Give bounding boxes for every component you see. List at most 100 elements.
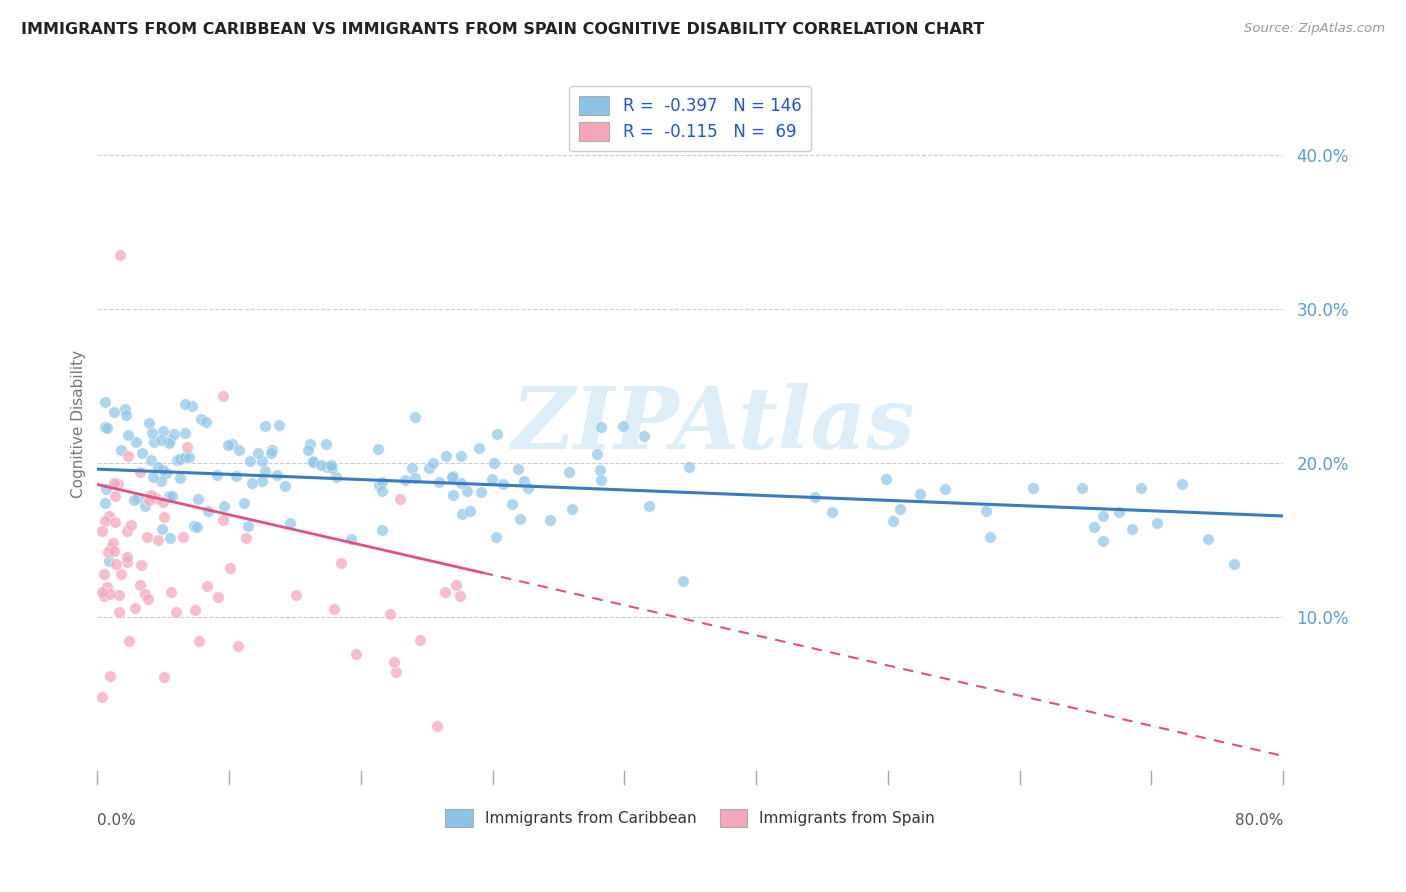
Point: [672, 574, 695, 588]
Point: [371, 475, 394, 489]
Point: [434, 449, 457, 463]
Point: [117, 450, 139, 464]
Point: [309, 458, 332, 472]
Point: [165, 605, 187, 619]
Point: [561, 502, 583, 516]
Point: [509, 512, 531, 526]
Point: [380, 607, 402, 621]
Point: [908, 487, 931, 501]
Point: [190, 411, 212, 425]
Point: [184, 603, 207, 617]
Point: [110, 443, 132, 458]
Point: [187, 491, 209, 506]
Point: [128, 578, 150, 592]
Point: [163, 426, 186, 441]
Point: [367, 442, 389, 457]
Point: [110, 567, 132, 582]
Point: [427, 475, 450, 489]
Point: [124, 492, 146, 507]
Point: [323, 602, 346, 616]
Point: [389, 491, 412, 506]
Point: [254, 464, 277, 478]
Point: [131, 446, 153, 460]
Point: [159, 433, 181, 447]
Point: [426, 719, 449, 733]
Point: [298, 437, 321, 451]
Point: [160, 489, 183, 503]
Point: [177, 450, 200, 465]
Point: [889, 501, 911, 516]
Point: [557, 465, 579, 479]
Point: [221, 437, 243, 451]
Point: [612, 419, 634, 434]
Point: [589, 463, 612, 477]
Point: [103, 475, 125, 490]
Point: [108, 248, 131, 262]
Point: [1091, 509, 1114, 524]
Point: [212, 389, 235, 403]
Point: [205, 467, 228, 482]
Point: [104, 489, 127, 503]
Point: [207, 590, 229, 604]
Point: [882, 514, 904, 528]
Point: [467, 441, 489, 455]
Point: [174, 450, 197, 465]
Point: [451, 507, 474, 521]
Point: [90, 524, 112, 539]
Point: [114, 408, 136, 422]
Point: [195, 415, 218, 429]
Point: [934, 482, 956, 496]
Point: [174, 397, 197, 411]
Point: [1121, 522, 1143, 536]
Point: [153, 510, 176, 524]
Point: [517, 481, 540, 495]
Point: [146, 533, 169, 548]
Point: [242, 475, 264, 490]
Point: [321, 460, 343, 475]
Point: [319, 458, 342, 472]
Point: [433, 585, 456, 599]
Point: [152, 522, 174, 536]
Point: [124, 435, 146, 450]
Point: [254, 418, 277, 433]
Point: [212, 513, 235, 527]
Point: [117, 428, 139, 442]
Point: [90, 585, 112, 599]
Point: [315, 437, 337, 451]
Point: [139, 488, 162, 502]
Legend: Immigrants from Caribbean, Immigrants from Spain: Immigrants from Caribbean, Immigrants fr…: [439, 803, 941, 833]
Point: [180, 399, 202, 413]
Point: [803, 490, 825, 504]
Point: [633, 429, 655, 443]
Point: [141, 453, 163, 467]
Point: [678, 460, 700, 475]
Point: [97, 544, 120, 558]
Point: [274, 479, 297, 493]
Text: Source: ZipAtlas.com: Source: ZipAtlas.com: [1244, 22, 1385, 36]
Point: [485, 426, 508, 441]
Point: [94, 496, 117, 510]
Point: [284, 588, 307, 602]
Point: [152, 669, 174, 683]
Point: [104, 516, 127, 530]
Point: [152, 495, 174, 509]
Point: [142, 470, 165, 484]
Point: [186, 520, 208, 534]
Point: [250, 474, 273, 488]
Text: 0.0%: 0.0%: [97, 813, 136, 828]
Point: [217, 438, 239, 452]
Point: [183, 519, 205, 533]
Point: [325, 470, 347, 484]
Point: [232, 496, 254, 510]
Point: [450, 476, 472, 491]
Point: [1171, 477, 1194, 491]
Point: [484, 456, 506, 470]
Point: [260, 442, 283, 457]
Point: [441, 488, 464, 502]
Point: [115, 555, 138, 569]
Text: IMMIGRANTS FROM CARIBBEAN VS IMMIGRANTS FROM SPAIN COGNITIVE DISABILITY CORRELAT: IMMIGRANTS FROM CARIBBEAN VS IMMIGRANTS …: [21, 22, 984, 37]
Point: [228, 443, 250, 458]
Point: [382, 655, 405, 669]
Point: [371, 484, 394, 499]
Point: [141, 426, 163, 441]
